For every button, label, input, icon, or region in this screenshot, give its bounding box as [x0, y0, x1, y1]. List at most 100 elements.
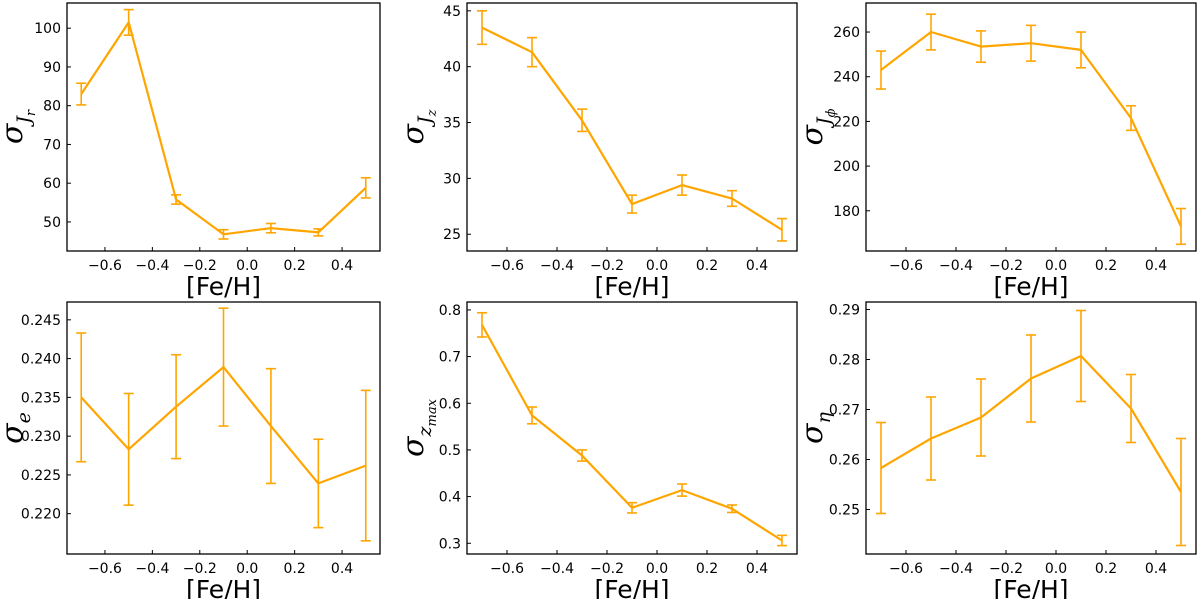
- y-tick-label: 30: [443, 171, 461, 187]
- y-label-base: σ: [396, 122, 431, 144]
- x-tick-label: 0.4: [746, 561, 768, 577]
- y-tick-label: 45: [443, 4, 461, 20]
- x-tick-label: −0.4: [540, 561, 574, 577]
- y-label-sub: z: [414, 425, 436, 437]
- x-tick-label: 0.0: [236, 258, 258, 274]
- y-axis-label: ση: [795, 411, 835, 443]
- y-tick-label: 0.245: [21, 313, 61, 329]
- axes-frame: [865, 2, 1197, 252]
- x-tick-label: −0.6: [88, 561, 122, 577]
- y-label-base: σ: [0, 122, 30, 144]
- y-tick-label: 0.28: [829, 353, 860, 369]
- axes-frame: [865, 301, 1197, 555]
- x-tick-label: −0.6: [889, 258, 923, 274]
- panel-3: −0.6 −0.4 −0.2 0.0 0.2 0.4 180 200 220 240 260 [Fe/…: [795, 2, 1197, 301]
- y-tick-label: 100: [34, 21, 61, 37]
- y-label-subsub: max: [425, 398, 440, 426]
- y-tick-label: 260: [833, 25, 860, 41]
- x-tick-label: −0.2: [183, 561, 217, 577]
- y-label-sub: η: [813, 411, 835, 423]
- x-tick-label: −0.2: [590, 258, 624, 274]
- series-line: [481, 26, 783, 231]
- y-axis-label: σJϕ: [795, 108, 839, 145]
- x-tick-label: −0.2: [989, 561, 1023, 577]
- y-tick-label: 200: [833, 159, 860, 175]
- x-tick-label: 0.4: [746, 258, 768, 274]
- x-tick-label: −0.4: [540, 258, 574, 274]
- x-tick-label: 0.0: [1045, 561, 1067, 577]
- panel-4: −0.6 −0.4 −0.2 0.0 0.2 0.4 0.220 0.225 0.230 0.23…: [0, 301, 381, 599]
- y-tick-label: 80: [43, 99, 61, 115]
- series-line: [880, 354, 1182, 493]
- y-label-base: σ: [0, 422, 30, 444]
- x-tick-label: 0.4: [1145, 561, 1167, 577]
- y-tick-label: 0.235: [21, 390, 61, 406]
- panel-2: −0.6 −0.4 −0.2 0.0 0.2 0.4 25 30 35 40 45 [Fe/H] σJz: [396, 2, 798, 301]
- y-tick-label: 0.240: [21, 352, 61, 368]
- y-tick-label: 70: [43, 137, 61, 153]
- series-line: [80, 21, 367, 236]
- x-tick-label: −0.4: [939, 258, 973, 274]
- x-tick-label: 0.4: [331, 561, 353, 577]
- y-label-sub: J: [813, 116, 835, 129]
- y-tick-label: 0.7: [439, 350, 461, 366]
- x-tick-label: −0.6: [490, 258, 524, 274]
- y-tick-label: 0.4: [439, 490, 461, 506]
- y-axis-label: σzmax: [396, 398, 440, 457]
- x-tick-label: 0.0: [1045, 258, 1067, 274]
- y-label-sub: e: [13, 412, 35, 423]
- x-tick-label: −0.2: [590, 561, 624, 577]
- y-tick-label: 0.5: [439, 443, 461, 459]
- y-tick-label: 0.26: [829, 453, 860, 469]
- y-label-subsub: z: [425, 109, 440, 117]
- panel-6: −0.6 −0.4 −0.2 0.0 0.2 0.4 0.25 0.26 0.27 0.28 0.2…: [795, 301, 1197, 599]
- x-tick-label: −0.4: [135, 561, 169, 577]
- y-tick-label: 0.230: [21, 429, 61, 445]
- y-label-sub: J: [13, 115, 35, 128]
- x-axis-label: [Fe/H]: [594, 272, 669, 301]
- y-tick-label: 25: [443, 227, 461, 243]
- x-tick-label: −0.6: [889, 561, 923, 577]
- x-tick-label: −0.4: [939, 561, 973, 577]
- x-tick-label: 0.2: [1095, 258, 1117, 274]
- axes-frame: [66, 2, 381, 252]
- x-tick-label: −0.4: [135, 258, 169, 274]
- x-tick-label: 0.2: [696, 561, 718, 577]
- x-tick-label: 0.2: [284, 258, 306, 274]
- x-tick-label: 0.0: [646, 561, 668, 577]
- y-tick-label: 35: [443, 116, 461, 132]
- x-tick-label: 0.4: [331, 258, 353, 274]
- y-label-sub: J: [414, 115, 436, 128]
- series-line: [481, 324, 783, 542]
- x-axis-label: [Fe/H]: [594, 575, 669, 599]
- axes-frame: [466, 301, 798, 555]
- x-tick-label: −0.6: [490, 561, 524, 577]
- axes-frame: [66, 301, 381, 555]
- x-tick-label: 0.2: [284, 561, 306, 577]
- y-axis-label: σJz: [396, 109, 440, 144]
- y-tick-label: 0.225: [21, 468, 61, 484]
- y-tick-label: 0.29: [829, 303, 860, 319]
- x-axis-label: [Fe/H]: [993, 272, 1068, 301]
- y-tick-label: 240: [833, 70, 860, 86]
- y-tick-label: 220: [833, 114, 860, 130]
- y-axis-label: σJr: [0, 109, 39, 144]
- series-line: [880, 30, 1182, 227]
- y-tick-label: 50: [43, 215, 61, 231]
- y-label-base: σ: [795, 123, 830, 145]
- y-tick-label: 0.27: [829, 403, 860, 419]
- y-tick-label: 40: [443, 60, 461, 76]
- y-label-base: σ: [795, 422, 830, 444]
- x-tick-label: 0.4: [1145, 258, 1167, 274]
- y-tick-label: 60: [43, 176, 61, 192]
- x-tick-label: 0.0: [236, 561, 258, 577]
- y-label-subsub: ϕ: [824, 108, 839, 117]
- y-tick-label: 0.220: [21, 507, 61, 523]
- y-tick-label: 90: [43, 60, 61, 76]
- y-tick-label: 180: [833, 204, 860, 220]
- panel-5: −0.6 −0.4 −0.2 0.0 0.2 0.4 0.3 0.4 0.5 0.6 0.7 0.8 […: [396, 301, 798, 599]
- x-tick-label: 0.2: [696, 258, 718, 274]
- y-axis-label: σe: [0, 412, 35, 444]
- y-tick-label: 0.8: [439, 303, 461, 319]
